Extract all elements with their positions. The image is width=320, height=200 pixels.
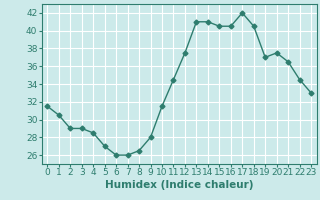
X-axis label: Humidex (Indice chaleur): Humidex (Indice chaleur) [105, 180, 253, 190]
